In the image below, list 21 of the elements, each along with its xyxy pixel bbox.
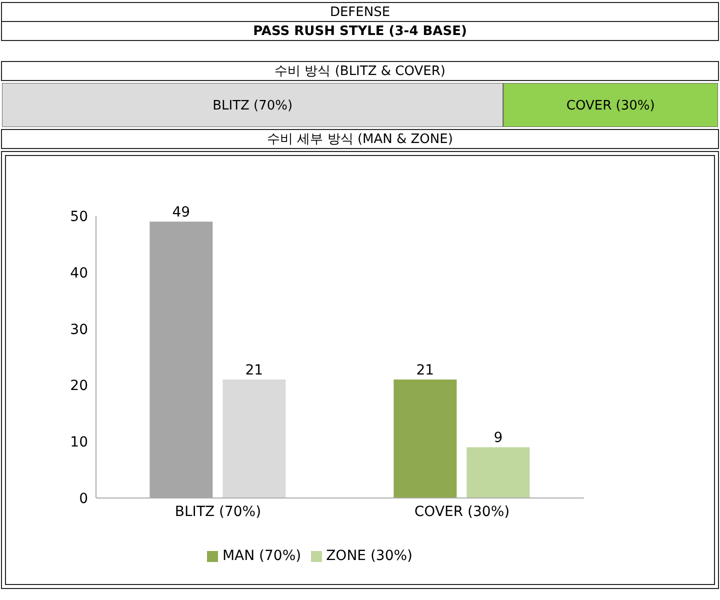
y-tick-label: 50 bbox=[70, 208, 88, 225]
text: PASS RUSH STYLE (3-4 BASE) bbox=[1, 21, 719, 41]
chart-title: 수비 세부 방식 (MAN & ZONE) bbox=[1, 129, 719, 149]
data-label: COVER (30%) bbox=[566, 98, 655, 114]
bar bbox=[222, 380, 286, 498]
bar bbox=[394, 380, 457, 498]
chart-title: 수비 방식 (BLITZ & COVER) bbox=[1, 61, 719, 81]
y-tick-label: 0 bbox=[79, 490, 88, 507]
legend-label: ZONE (30%) bbox=[326, 548, 413, 564]
legend-label: MAN (70%) bbox=[222, 548, 302, 564]
data-label: 21 bbox=[416, 362, 434, 379]
data-label: 21 bbox=[245, 362, 264, 379]
bar bbox=[466, 447, 530, 498]
y-tick-label: 30 bbox=[70, 322, 88, 338]
y-tick-label: 10 bbox=[70, 434, 88, 451]
text: DEFENSE bbox=[1, 2, 719, 22]
y-tick-label: 20 bbox=[70, 378, 88, 394]
y-tick-label: 40 bbox=[70, 265, 88, 282]
data-label: 9 bbox=[494, 430, 503, 446]
data-label: BLITZ (70%) bbox=[212, 98, 293, 114]
data-label: 49 bbox=[172, 204, 190, 221]
